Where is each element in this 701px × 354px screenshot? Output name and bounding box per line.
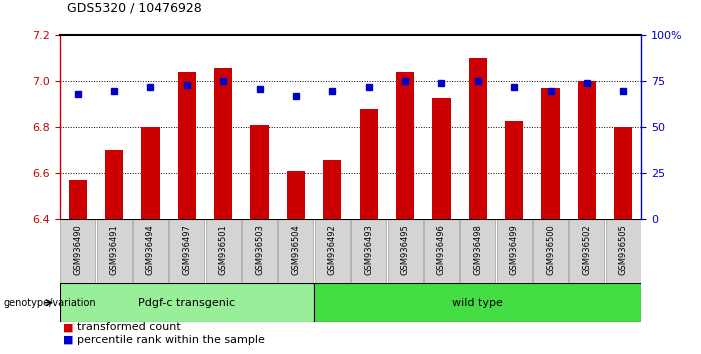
Bar [214,68,232,219]
Bar [242,219,277,283]
Text: genotype/variation: genotype/variation [4,298,96,308]
Text: GSM936505: GSM936505 [619,224,627,275]
Bar [250,125,268,219]
Text: GSM936496: GSM936496 [437,224,446,275]
Bar [433,98,451,219]
Text: GSM936491: GSM936491 [109,224,118,275]
Bar [569,219,604,283]
Text: percentile rank within the sample: percentile rank within the sample [77,335,265,345]
Bar [314,283,641,322]
Bar [60,219,95,283]
Text: GSM936493: GSM936493 [365,224,373,275]
Bar [351,219,386,283]
Bar [178,72,196,219]
Bar [142,127,160,219]
Bar [287,171,305,219]
Text: GSM936502: GSM936502 [583,224,592,275]
Bar [105,150,123,219]
Bar [206,219,240,283]
Text: GDS5320 / 10476928: GDS5320 / 10476928 [67,1,201,14]
Text: GSM936499: GSM936499 [510,224,519,275]
Text: wild type: wild type [452,298,503,308]
Bar [60,283,314,322]
Bar [505,121,523,219]
Text: GSM936500: GSM936500 [546,224,555,275]
Bar [424,219,459,283]
Text: GSM936504: GSM936504 [292,224,301,275]
Bar [461,219,495,283]
Bar [323,160,341,219]
Bar [278,219,313,283]
Text: GSM936503: GSM936503 [255,224,264,275]
Text: GSM936495: GSM936495 [400,224,409,275]
Bar [533,219,568,283]
Text: GSM936494: GSM936494 [146,224,155,275]
Bar [69,181,87,219]
Bar [497,219,531,283]
Text: ■: ■ [63,335,74,345]
Bar [606,219,641,283]
Bar [469,58,487,219]
Text: GSM936498: GSM936498 [473,224,482,275]
Bar [578,81,596,219]
Bar [396,72,414,219]
Bar [388,219,423,283]
Text: Pdgf-c transgenic: Pdgf-c transgenic [138,298,236,308]
Bar [315,219,350,283]
Text: GSM936501: GSM936501 [219,224,228,275]
Bar [97,219,132,283]
Text: GSM936490: GSM936490 [74,224,82,275]
Bar [541,88,559,219]
Bar [360,109,378,219]
Text: GSM936492: GSM936492 [328,224,336,275]
Bar [170,219,204,283]
Bar [133,219,168,283]
Text: transformed count: transformed count [77,322,181,332]
Bar [614,127,632,219]
Text: ■: ■ [63,322,74,332]
Text: GSM936497: GSM936497 [182,224,191,275]
